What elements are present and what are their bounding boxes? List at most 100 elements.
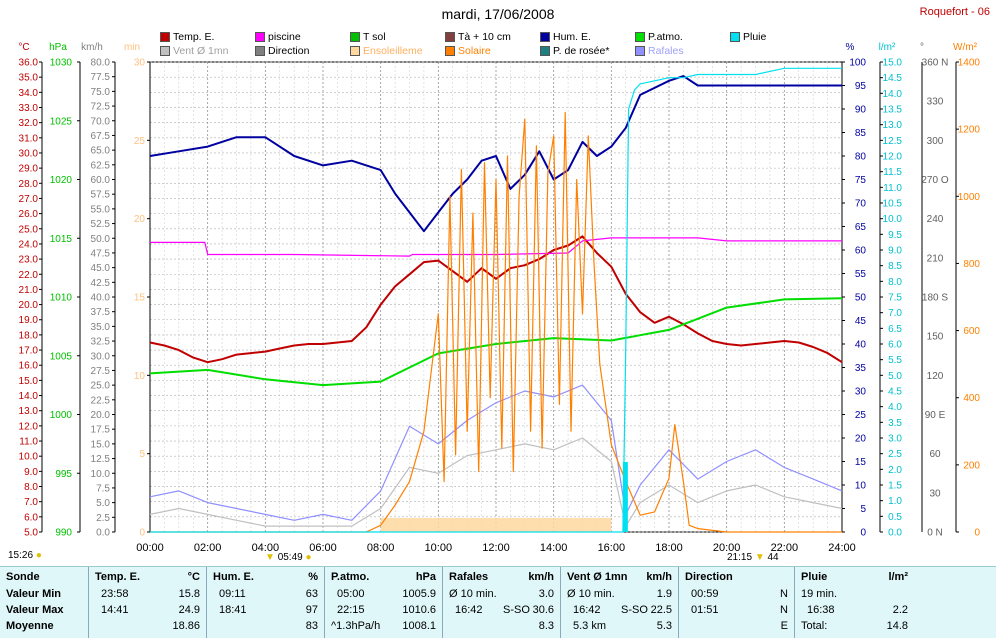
direction-tick-label: 270 O [921,175,948,186]
temp-max-time: 14:41 [101,604,129,616]
wind-axis-tick-label: 25.0 [91,381,111,392]
summary-table: Sonde Valeur Min Valeur Max Moyenne Temp… [0,566,996,638]
temp-axis-tick-label: 8.0 [24,482,38,493]
wind-axis-tick-label: 42.5 [91,278,111,289]
temp-axis-tick-label: 11.0 [19,437,38,448]
rain-axis-tick-label: 6.5 [888,324,902,335]
sun-axis-tick-label: 25 [134,136,146,147]
chart-title: mardi, 17/06/2008 [441,6,555,22]
rain-axis-tick-label: 10.5 [883,199,903,210]
pressure-axis-tick-label: 1010 [50,293,73,304]
legend-label: Vent Ø 1mn [173,45,229,57]
summary-labels-column: Sonde Valeur Min Valeur Max Moyenne [0,567,88,638]
wind-axis-tick-label: 57.5 [91,190,111,201]
rain-axis-tick-label: 12.5 [883,136,903,147]
wind-axis-tick-label: 12.5 [91,454,111,465]
legend-label: Ensoleilleme [363,45,423,57]
legend-swatch [540,32,550,42]
rain-axis-tick-label: 4.5 [888,387,902,398]
legend-swatch [160,46,170,56]
temp-max: 24.9 [178,604,200,616]
vent-max-dir: S-SO [621,604,648,616]
series-line-ventmn [149,437,843,527]
wind-axis-tick-label: 5.0 [96,498,110,509]
solar-axis-tick-label: 600 [963,326,980,337]
x-tick-label: 20:00 [713,542,741,554]
rain-axis-tick-label: 7.0 [888,308,902,319]
rain-axis-tick-label: 2.0 [888,465,902,476]
legend-swatch [255,46,265,56]
legend-item: Hum. E. [540,31,591,43]
rain-axis-tick-label: 9.0 [888,246,902,257]
left-time-label: 15:26 ● [8,550,42,561]
x-tick-label: 12:00 [482,542,510,554]
legend: Temp. E. piscine T sol Tà + 10 cm Hum. E. P.a… [160,31,860,59]
humidity-axis-tick-label: 95 [855,81,867,92]
wind-axis-tick-label: 77.5 [91,72,111,83]
temp-axis-tick-label: 9.0 [24,467,38,478]
sunrise-icon: ▼ [265,552,275,563]
direction-tick-label: 180 S [922,293,948,304]
legend-item: piscine [255,31,301,43]
rafales-max-dir: S-SO [503,604,530,616]
legend-swatch [540,46,550,56]
wind-axis-tick-label: 40.0 [91,293,111,304]
humidity-axis-tick-label: 45 [855,316,867,327]
row-label-avg: Moyenne [6,620,54,632]
pluie-r1-label: 19 min. [801,588,838,600]
rain-bar [622,462,628,532]
pressure-axis-tick-label: 1005 [50,351,73,362]
hum-min-time: 09:11 [219,588,246,600]
x-tick-label: 08:00 [367,542,395,554]
legend-label: Direction [268,45,310,57]
humidity-axis-tick-label: 70 [855,199,867,210]
summary-rafales-column: Rafales km/h Ø 10 min. 3.0 16:42 S-SO 30… [442,567,560,638]
humidity-axis-tick-label: 90 [855,105,867,116]
sun-axis-tick-label: 30 [134,58,146,69]
legend-label: Solaire [458,45,491,57]
pluie-title: Pluie [801,571,828,583]
sunrise-value: 05:49 [277,552,303,563]
legend-swatch [445,46,455,56]
direction-tick-label: 240 [927,214,944,225]
legend-swatch [255,32,265,42]
temp-axis-tick-label: 21.0 [19,285,39,296]
rafales-r1-value: 3.0 [538,588,554,600]
summary-pluie-column: Pluie l/m² 19 min. 16:38 2.2 Total: 14.8 [794,567,914,638]
hum-avg: 83 [305,620,318,632]
humidity-axis-tick-label: 30 [855,387,867,398]
legend-swatch [445,32,455,42]
legend-item: Direction [255,45,309,57]
legend-swatch [730,32,740,42]
legend-label: Temp. E. [173,31,215,43]
direction-tick-label: 120 [927,371,944,382]
x-tick-label: 16:00 [598,542,626,554]
pressure-axis-tick-label: 990 [55,528,72,539]
solar-axis-tick-label: 0 [974,528,980,539]
temp-axis-tick-label: 30.0 [19,148,39,159]
wind-axis-tick-label: 50.0 [91,234,111,245]
direction-tick-label: 30 [929,488,941,499]
series-line-pluie [150,67,842,533]
summary-temp-column: Temp. E. °C 23:58 15.8 14:41 24.9 18.86 [88,567,206,638]
direction-tick-label: 210 [927,253,944,264]
pluie-unit: l/m² [888,571,908,583]
temp-unit: °C [187,571,200,583]
humidity-axis-tick-label: 85 [855,128,867,139]
direction-tick-label: 60 [929,449,941,460]
rain-axis-tick-label: 14.5 [883,73,903,84]
wind-axis-tick-label: 65.0 [91,146,111,157]
legend-label: T sol [363,31,386,43]
wind-axis-tick-label: 0.0 [96,528,110,539]
temp-axis-tick-label: 28.0 [19,179,39,190]
rain-axis-tick-label: 13.0 [883,120,903,131]
legend-item: P.atmo. [635,31,683,43]
x-tick-label: 14:00 [540,542,568,554]
chart-svg: 00:00 02:00 04:00 06:00 08:00 10:00 12:00 14:00… [18,42,980,554]
row-label-min: Valeur Min [6,588,62,600]
temp-axis-tick-label: 13.0 [19,406,39,417]
temp-axis-tick-label: 36.0 [19,58,39,69]
temp-axis-tick-label: 35.0 [19,73,39,84]
legend-item: Rafales [635,45,684,57]
legend-item: Tà + 10 cm [445,31,511,43]
